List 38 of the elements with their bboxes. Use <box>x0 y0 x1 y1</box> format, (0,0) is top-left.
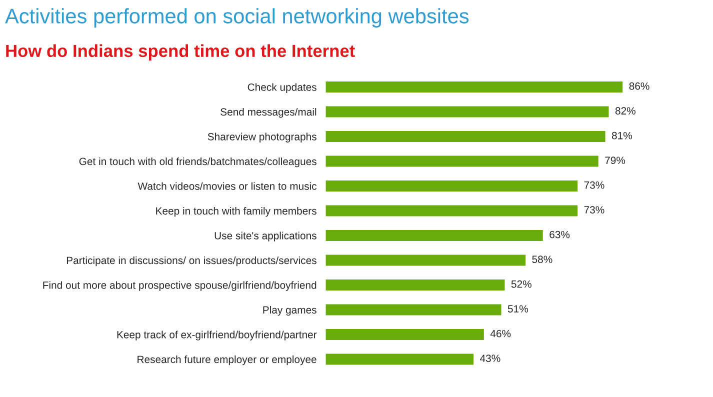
data-label: 46% <box>490 330 511 338</box>
y-tick-label: Check updates <box>248 83 316 93</box>
data-label: 43% <box>480 354 500 362</box>
bar <box>325 278 506 292</box>
y-tick-label: Send messages/mail <box>220 108 316 118</box>
y-tick-label: Watch videos/movies or listen to music <box>138 182 317 190</box>
bar <box>325 204 579 218</box>
bar <box>325 130 607 144</box>
y-tick-label: Get in touch with old friends/batchmates/colleagues <box>79 157 316 168</box>
bar <box>325 328 486 342</box>
data-label: 81% <box>612 132 632 140</box>
bar <box>325 154 600 168</box>
bar <box>325 352 475 366</box>
chart-title: Activities performed on social networking websites <box>5 8 469 28</box>
data-label: 58% <box>532 256 552 264</box>
data-label: 51% <box>508 305 528 313</box>
data-label: 79% <box>605 156 626 164</box>
data-label: 73% <box>584 206 604 214</box>
y-tick-label: Keep in touch with family members <box>156 206 316 217</box>
y-tick-label: Keep track of ex-girlfriend/boyfriend/partner <box>117 330 317 340</box>
y-tick-label: Research future employer or employee <box>138 355 316 366</box>
text: How do Indians spend time on the Internet <box>6 44 355 60</box>
y-tick-label: Shareview photographs <box>208 132 316 142</box>
data-label: 86% <box>629 82 650 90</box>
y-tick-label: Find out more about prospective spouse/girlfriend/boyfriend <box>43 281 316 291</box>
data-label: 82% <box>615 107 636 115</box>
data-label: 63% <box>550 230 570 238</box>
y-tick-label: Play games <box>263 306 316 316</box>
bar <box>325 104 610 119</box>
bar <box>325 253 527 268</box>
bar <box>325 80 624 94</box>
bar <box>325 228 544 242</box>
bar <box>325 179 579 193</box>
data-label: 52% <box>511 280 532 288</box>
bar <box>325 302 503 317</box>
y-tick-label: Use site's applications <box>214 232 316 242</box>
data-label: 73% <box>584 181 604 189</box>
y-tick-label: Participate in discussions/ on issues/products/services <box>66 256 316 266</box>
